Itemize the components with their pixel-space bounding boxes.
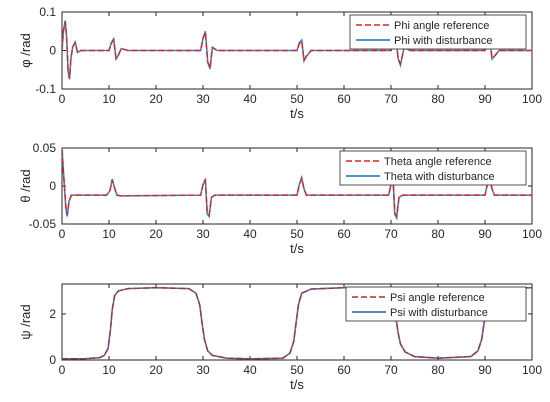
x-tick-label: 40 [243,227,257,241]
x-tick-label: 100 [522,227,542,241]
y-axis-label: θ /rad [18,169,33,202]
x-axis-label: t/s [290,106,304,121]
legend: Phi angle reference Phi with disturbance [349,14,527,50]
x-tick-label: 90 [478,227,492,241]
y-axis-label: ψ /rad [18,304,33,339]
legend-entry-2: Phi with disturbance [394,35,492,47]
y-tick-label: 0 [49,44,56,58]
legend-box [345,286,527,322]
x-tick-label: 0 [59,92,66,106]
x-tick-label: 60 [337,363,351,377]
series-line-1 [62,286,532,360]
x-tick-label: 80 [431,92,445,106]
x-tick-label: 70 [384,363,398,377]
y-tick-label: 2 [49,307,56,321]
y-axis-label: φ /rad [18,33,33,67]
x-tick-label: 30 [196,227,210,241]
x-tick-label: 60 [337,227,351,241]
x-tick-label: 70 [384,92,398,106]
x-axis-label: t/s [290,377,304,392]
x-tick-label: 80 [431,363,445,377]
x-tick-label: 90 [478,363,492,377]
series-line-1 [62,149,532,219]
x-tick-label: 70 [384,227,398,241]
x-tick-label: 80 [431,227,445,241]
legend-entry-1: Psi angle reference [390,292,485,304]
x-tick-label: 30 [196,363,210,377]
x-tick-label: 10 [102,92,116,106]
series-line-1 [62,21,532,79]
x-tick-label: 20 [149,227,163,241]
x-tick-label: 50 [290,227,304,241]
y-tick-label: 0.05 [33,141,57,155]
legend: Psi angle reference Psi with disturbance [345,286,527,322]
x-tick-label: 20 [149,363,163,377]
y-tick-label: 0 [49,179,56,193]
y-tick-label: 0 [49,353,56,367]
y-tick-label: -0.1 [35,82,56,96]
x-tick-label: 90 [478,92,492,106]
x-tick-label: 10 [102,227,116,241]
legend-entry-1: Theta angle reference [384,156,492,168]
legend-entry-2: Psi with disturbance [390,307,488,319]
x-tick-label: 100 [522,92,542,106]
x-tick-label: 0 [59,227,66,241]
subplot-1: 0 10 20 30 40 50 60 70 80 90 100-0.100.1t/sφ /radP… [18,5,542,121]
x-tick-label: 50 [290,363,304,377]
legend-box [349,14,527,50]
x-tick-label: 100 [522,363,542,377]
subplot-3: 0 10 20 30 40 50 60 70 80 90 100 0 2 t/s ψ /rad Psi ang… [18,283,542,392]
legend-entry-1: Phi angle reference [394,20,489,32]
x-tick-label: 50 [290,92,304,106]
x-tick-label: 40 [243,92,257,106]
legend-entry-2: Theta with disturbance [384,171,495,183]
x-tick-label: 10 [102,363,116,377]
y-tick-label: 0.1 [39,5,56,19]
x-axis-label: t/s [290,241,304,256]
x-tick-label: 0 [59,363,66,377]
x-tick-label: 60 [337,92,351,106]
legend: Theta angle reference Theta with disturba… [339,150,527,186]
x-tick-label: 20 [149,92,163,106]
x-tick-label: 30 [196,92,210,106]
legend-box [339,150,527,186]
y-tick-label: -0.05 [29,217,57,231]
x-tick-label: 40 [243,363,257,377]
